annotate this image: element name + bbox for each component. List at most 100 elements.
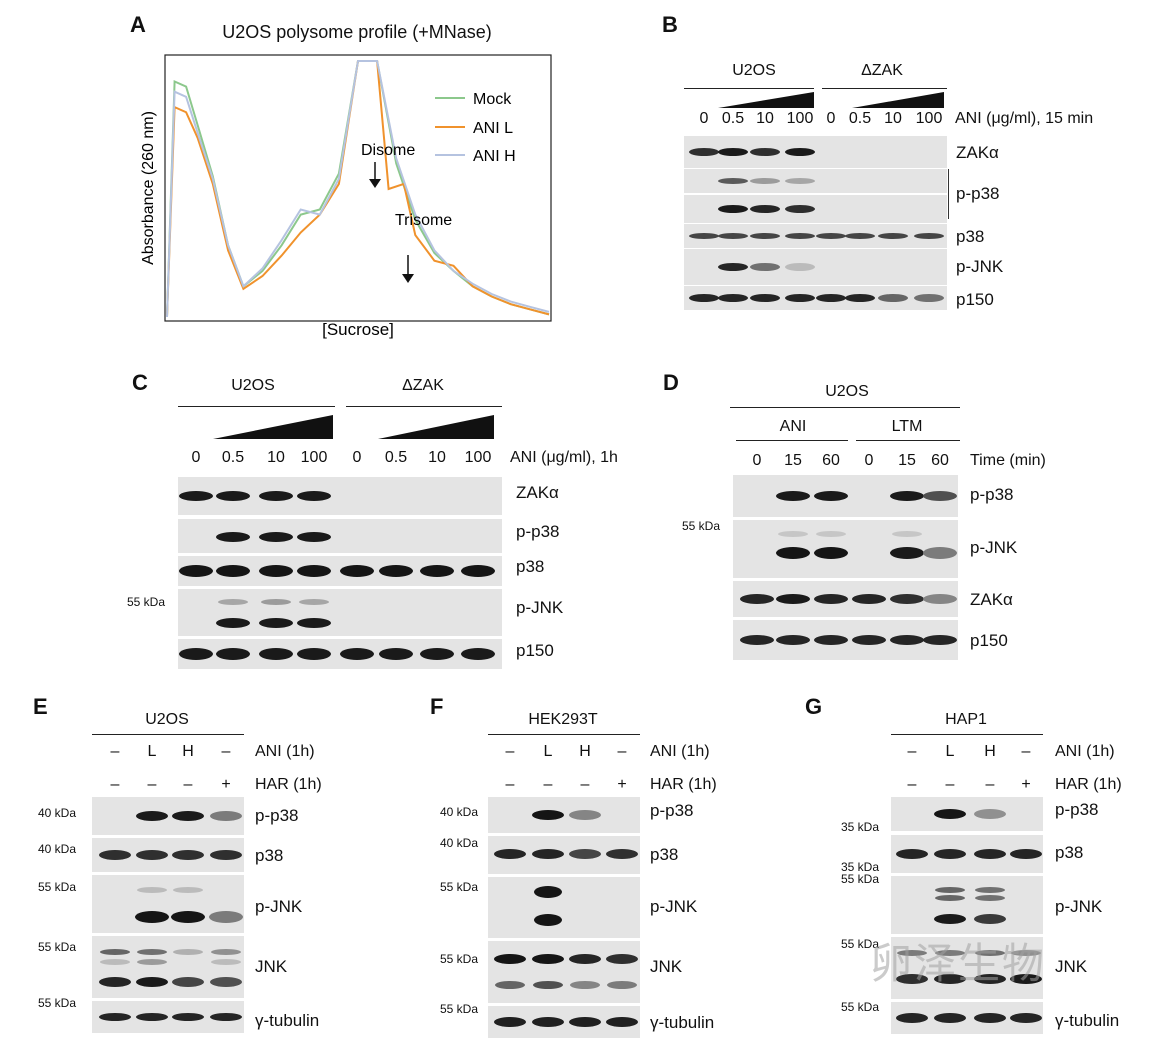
group-u2os: U2OS — [231, 377, 275, 394]
dose-wedge — [213, 415, 333, 439]
band — [974, 809, 1006, 819]
band — [494, 954, 526, 964]
band — [935, 950, 965, 956]
band — [607, 981, 637, 989]
kda-marker: 55 kDa — [38, 880, 77, 894]
kda-marker: 55 kDa — [127, 595, 166, 609]
row-label: p38 — [516, 557, 545, 576]
arrow-trisome-head — [402, 274, 414, 283]
band — [172, 977, 204, 987]
panel-label-f: F — [430, 694, 444, 719]
kda-marker: 35 kDa — [841, 820, 880, 834]
band — [750, 205, 780, 213]
lane-label: 0.5 — [384, 449, 408, 466]
band — [740, 635, 774, 645]
lane-label: 10 — [884, 110, 902, 127]
blot-row — [891, 797, 1043, 831]
band — [785, 294, 815, 302]
blot-row — [92, 875, 244, 933]
band — [934, 849, 966, 859]
row-label: JNK — [650, 957, 683, 976]
band — [776, 491, 810, 501]
legend-mock: Mock — [473, 91, 512, 108]
band — [750, 233, 780, 239]
band — [172, 811, 204, 821]
row-label: p-p38 — [970, 485, 1014, 504]
band — [606, 954, 638, 964]
series-line-ani-h — [166, 60, 550, 318]
ani-label: ANI (1h) — [255, 743, 315, 760]
band — [816, 233, 846, 239]
band — [816, 294, 846, 302]
band — [892, 531, 922, 537]
har-label: HAR (1h) — [650, 776, 717, 793]
panel-label-e: E — [33, 694, 48, 719]
kda-marker: 40 kDa — [440, 805, 479, 819]
band — [494, 1017, 526, 1027]
band — [785, 148, 815, 156]
legend-ani-h: ANI H — [473, 148, 516, 165]
har-lane-label: – — [945, 776, 955, 793]
blot-row — [684, 169, 947, 193]
ani-lane-label: L — [147, 743, 157, 760]
band — [606, 849, 638, 859]
lane-label: 100 — [300, 449, 328, 466]
band — [210, 977, 242, 987]
row-label: p150 — [516, 641, 554, 660]
chart-title: U2OS polysome profile (+MNase) — [222, 22, 492, 42]
band — [173, 887, 203, 893]
band — [689, 148, 719, 156]
har-lane-label: – — [505, 776, 515, 793]
band — [1010, 1013, 1042, 1023]
row-label: γ-tubulin — [1055, 1011, 1120, 1030]
band — [718, 205, 748, 213]
lane-label: 0 — [699, 110, 709, 127]
band — [420, 648, 454, 660]
row-label: p-JNK — [970, 538, 1018, 557]
band — [778, 531, 808, 537]
row-label: p150 — [956, 290, 994, 309]
group-u2os: U2OS — [825, 383, 869, 400]
har-lane-label: + — [1021, 776, 1031, 793]
band — [532, 849, 564, 859]
blot-row — [488, 797, 640, 833]
band — [814, 547, 848, 559]
row-label: p-JNK — [956, 257, 1004, 276]
har-lane-label: – — [110, 776, 120, 793]
har-lane-label: – — [543, 776, 553, 793]
group-label: HAP1 — [945, 711, 987, 728]
band — [935, 887, 965, 893]
band — [974, 849, 1006, 859]
row-label: p-p38 — [516, 522, 560, 541]
har-lane-label: – — [907, 776, 917, 793]
band — [896, 849, 928, 859]
dose-wedge — [378, 415, 494, 439]
row-label: JNK — [1055, 957, 1088, 976]
band — [172, 1013, 204, 1021]
lane-label: 100 — [786, 110, 814, 127]
band — [974, 974, 1006, 984]
blot-row — [733, 520, 958, 578]
band — [210, 1013, 242, 1021]
blot-row — [488, 1006, 640, 1038]
har-lane-label: – — [183, 776, 193, 793]
band — [606, 1017, 638, 1027]
row-label: γ-tubulin — [650, 1013, 715, 1032]
band — [785, 205, 815, 213]
group-dzak: ΔZAK — [861, 62, 903, 79]
band — [570, 981, 600, 989]
ani-label: ANI (1h) — [1055, 743, 1115, 760]
band — [420, 565, 454, 577]
ani-lane-label: – — [505, 743, 515, 760]
blot-row — [891, 937, 1043, 999]
lane-label: 0 — [752, 452, 762, 469]
blot-row — [891, 835, 1043, 873]
ani-lane-label: H — [579, 743, 591, 760]
har-lane-label: – — [580, 776, 590, 793]
group-dzak: ΔZAK — [402, 377, 444, 394]
blot-row — [891, 876, 1043, 934]
band — [261, 599, 291, 605]
band — [1011, 950, 1041, 956]
blot-row — [684, 286, 947, 310]
band — [495, 981, 525, 989]
